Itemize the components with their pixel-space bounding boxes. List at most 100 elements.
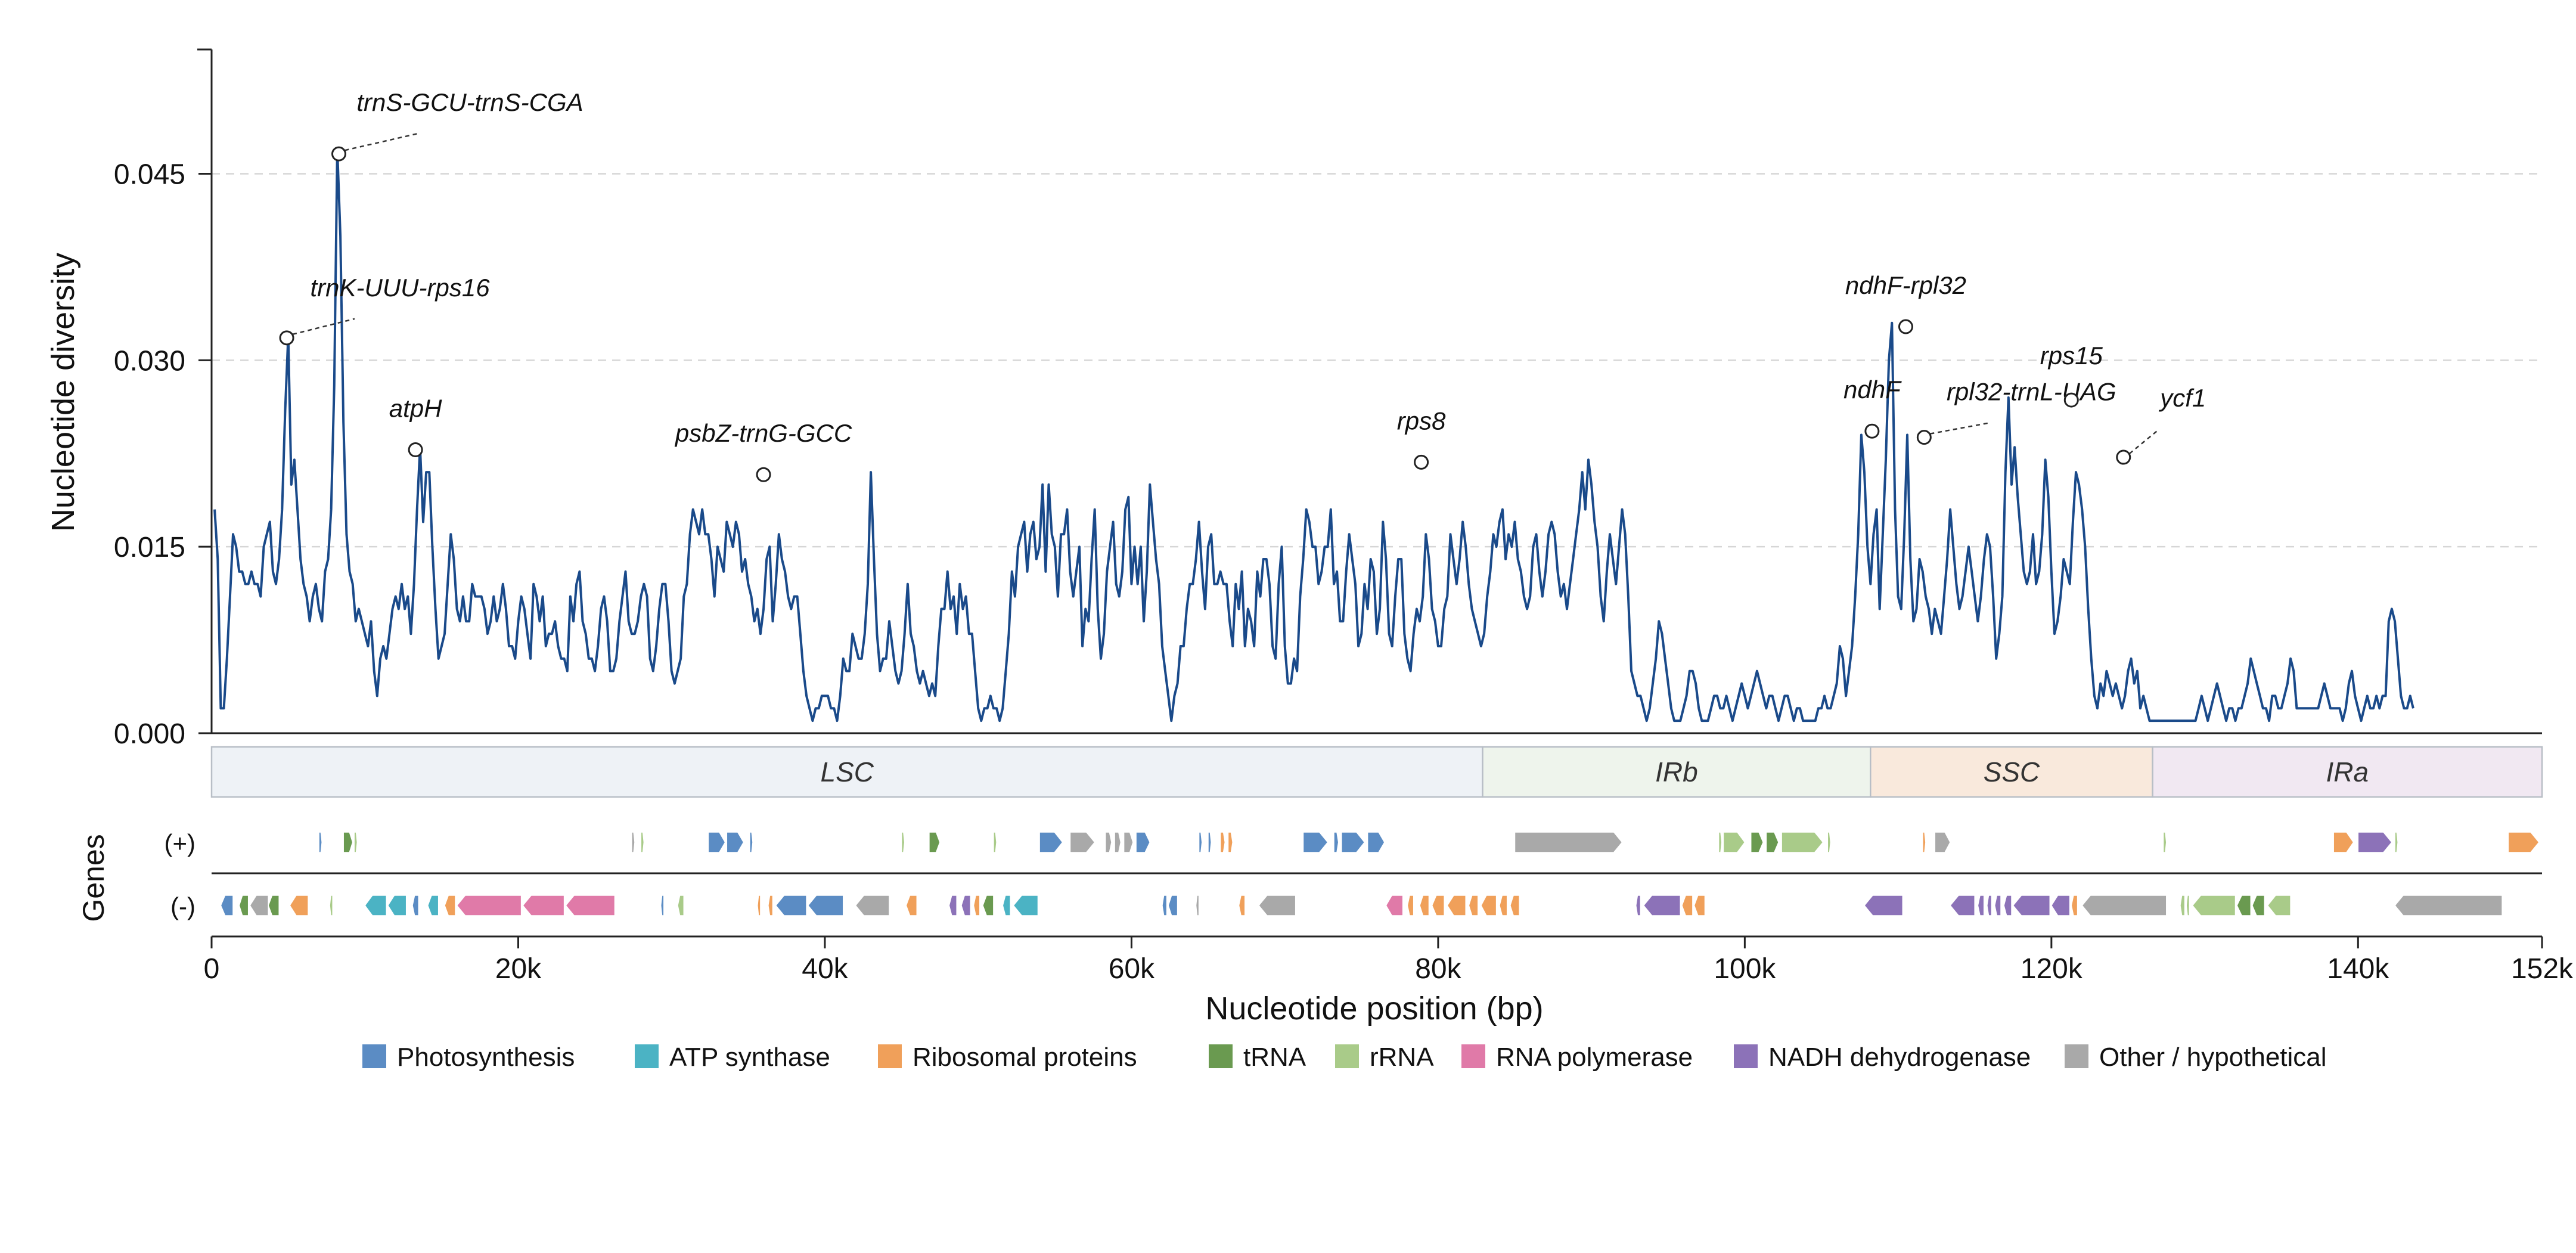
x-tick-label: 120k xyxy=(2021,953,2083,985)
legend-label-ribosomal-proteins: Ribosomal proteins xyxy=(913,1043,1137,1072)
peak-leader-line xyxy=(344,132,418,151)
plus-strand-genes xyxy=(318,832,2540,853)
gene-trna xyxy=(1765,832,1779,853)
legend-label-atp-synthase: ATP synthase xyxy=(669,1043,830,1072)
gene-ribosomal-proteins xyxy=(1922,832,1926,853)
region-ira xyxy=(2152,746,2543,798)
gene-ribosomal-proteins xyxy=(757,895,761,916)
gene-ribosomal-proteins xyxy=(2507,832,2540,853)
gene-nadh-dehydrogenase xyxy=(2012,895,2051,916)
peak-marker xyxy=(279,330,294,346)
peak-leader-line xyxy=(1930,422,1989,435)
gene-rrna xyxy=(353,832,358,853)
gene-nadh-dehydrogenase xyxy=(2357,832,2392,853)
gene-trna xyxy=(982,895,994,916)
gene-other-hypothetical xyxy=(631,832,635,853)
gene-photosynthesis xyxy=(1162,895,1168,916)
peak-marker xyxy=(331,146,347,162)
gene-ribosomal-proteins xyxy=(2071,895,2078,916)
gene-rrna xyxy=(1827,832,1832,853)
x-tick-label: 20k xyxy=(495,953,542,985)
gene-nadh-dehydrogenase xyxy=(1635,895,1641,916)
gene-atp-synthase xyxy=(387,895,407,916)
gene-rrna xyxy=(901,832,905,853)
gene-photosynthesis xyxy=(1208,832,1212,853)
gene-nadh-dehydrogenase xyxy=(948,895,957,916)
gene-rna-polymerase xyxy=(522,895,565,916)
peak-marker xyxy=(1414,454,1429,470)
plus-strand-label: (+) xyxy=(165,829,196,857)
gene-rrna xyxy=(2162,832,2167,853)
gene-rna-polymerase xyxy=(456,895,522,916)
gene-rrna xyxy=(2394,832,2398,853)
peak-annotations: trnS-GCU-trnS-CGA trnK-UUU-rps16 atpH psbZ-… xyxy=(279,88,2206,482)
x-tick-label: 40k xyxy=(802,953,848,985)
gene-ribosomal-proteins xyxy=(2333,832,2354,853)
minus-strand-genes xyxy=(220,895,2503,916)
gene-other-hypothetical xyxy=(2081,895,2167,916)
gene-other-hypothetical xyxy=(1123,832,1134,853)
x-tick-label: 140k xyxy=(2327,953,2389,985)
y-tick-label: 0.045 xyxy=(114,159,185,191)
peak-marker xyxy=(2063,392,2079,408)
gene-photosynthesis xyxy=(1341,832,1365,853)
gene-nadh-dehydrogenase xyxy=(1994,895,2001,916)
gene-photosynthesis xyxy=(220,895,234,916)
y-tick-label: 0.015 xyxy=(114,532,185,563)
x-tick-label: 80k xyxy=(1415,953,1461,985)
region-irb xyxy=(1482,746,1872,798)
legend-swatch-rrna xyxy=(1335,1044,1359,1068)
y-tick-label: 0.000 xyxy=(114,718,185,750)
diversity-series-line xyxy=(213,147,2414,722)
gene-ribosomal-proteins xyxy=(1219,832,1226,853)
gene-other-hypothetical xyxy=(1195,895,1200,916)
gene-other-hypothetical xyxy=(1104,832,1112,853)
y-tick-label: 0.030 xyxy=(114,345,185,377)
peak-marker xyxy=(1864,423,1880,439)
gene-ribosomal-proteins xyxy=(1681,895,1693,916)
region-label-irb: IRb xyxy=(1655,756,1698,787)
gene-atp-synthase xyxy=(364,895,387,916)
peak-label-rpl32-trnl-uag: rpl32-trnL-UAG xyxy=(1947,378,2116,406)
gene-ribosomal-proteins xyxy=(768,895,774,916)
gene-rrna xyxy=(677,895,685,916)
gene-ribosomal-proteins xyxy=(1468,895,1479,916)
legend-swatch-nadh-dehydrogenase xyxy=(1734,1044,1758,1068)
legend-label-other-hypothetical: Other / hypothetical xyxy=(2099,1043,2327,1072)
peak-label-psbz-trng-gcc: psbZ-trnG-GCC xyxy=(674,419,852,447)
gene-photosynthesis xyxy=(1168,895,1178,916)
gene-trna xyxy=(343,832,353,853)
x-axis-label: Nucleotide position (bp) xyxy=(1205,991,1543,1026)
peak-leader-line xyxy=(292,318,355,336)
genome-regions: LSC IRb SSC IRa xyxy=(210,746,2543,798)
gene-other-hypothetical xyxy=(1514,832,1623,853)
gene-photosynthesis xyxy=(726,832,744,853)
genes-track-label: Genes xyxy=(77,834,110,922)
peak-label-ndhf-rpl32: ndhF-rpl32 xyxy=(1845,271,1966,299)
gene-trna xyxy=(2251,895,2265,916)
peak-marker xyxy=(2116,449,2131,465)
axes xyxy=(197,48,2542,734)
gene-ribosomal-proteins xyxy=(1227,832,1233,853)
peak-label-ndhf: ndhF xyxy=(1843,376,1902,404)
gene-rrna xyxy=(2180,895,2186,916)
gene-nadh-dehydrogenase xyxy=(1864,895,1904,916)
gene-photosynthesis xyxy=(1198,832,1203,853)
x-tick-label: 152k xyxy=(2511,953,2574,985)
gene-ribosomal-proteins xyxy=(1510,895,1520,916)
gene-photosynthesis xyxy=(807,895,844,916)
gene-other-hypothetical xyxy=(2394,895,2503,916)
gene-ribosomal-proteins xyxy=(973,895,980,916)
gene-rna-polymerase xyxy=(565,895,616,916)
y-axis-label: Nucleotide diversity xyxy=(45,253,81,532)
gene-ribosomal-proteins xyxy=(905,895,918,916)
gene-rrna xyxy=(993,832,997,853)
gene-nadh-dehydrogenase xyxy=(1950,895,1975,916)
gene-photosynthesis xyxy=(660,895,665,916)
gene-photosynthesis xyxy=(318,832,322,853)
gene-other-hypothetical xyxy=(1934,832,1951,853)
legend-label-trna: tRNA xyxy=(1243,1043,1306,1072)
peak-label-rps8: rps8 xyxy=(1397,407,1446,435)
legend: Photosynthesis ATP synthase Ribosomal prot… xyxy=(362,1043,2327,1072)
gene-photosynthesis xyxy=(749,832,753,853)
